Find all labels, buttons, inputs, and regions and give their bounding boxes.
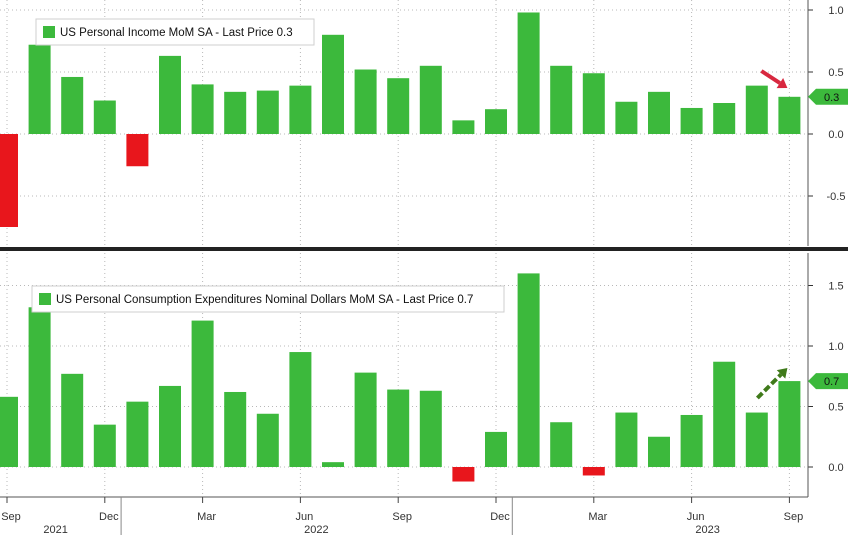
bar xyxy=(778,96,801,134)
annotation-arrow-shaft xyxy=(760,69,781,85)
last-value-label: 0.3 xyxy=(824,92,839,104)
bar xyxy=(126,134,149,167)
bar xyxy=(648,91,670,134)
bar xyxy=(419,390,442,467)
x-year-label: 2022 xyxy=(304,524,328,535)
bar xyxy=(713,103,736,134)
bar xyxy=(550,65,573,134)
x-month-label: Jun xyxy=(687,511,705,523)
x-month-label: Sep xyxy=(784,511,804,523)
bar xyxy=(28,307,51,467)
bar xyxy=(191,84,214,134)
legend-box xyxy=(35,18,315,46)
bar xyxy=(0,134,18,227)
bar xyxy=(517,273,540,467)
bar xyxy=(713,361,736,467)
panel-2: 1.5 1.0 0.5 0.0 0.7 US Personal Consumption E… xyxy=(0,253,848,497)
x-month-label: Mar xyxy=(588,511,607,523)
bar xyxy=(256,413,279,467)
y-tick-label: 1.0 xyxy=(828,5,843,17)
bar xyxy=(387,78,410,134)
y-tick-label: 0.5 xyxy=(828,402,843,414)
bar xyxy=(93,100,116,134)
annotation-arrowhead xyxy=(776,368,788,379)
y-tick-label: 1.5 xyxy=(828,281,843,293)
panel-separator xyxy=(0,247,848,251)
bar xyxy=(191,320,214,467)
bar xyxy=(485,109,507,134)
bar xyxy=(648,436,670,467)
x-month-label: Jun xyxy=(296,511,314,523)
y-tick-label: 0.0 xyxy=(828,462,843,474)
bar xyxy=(354,69,377,134)
bar xyxy=(224,391,247,467)
bar xyxy=(745,412,768,467)
x-month-label: Mar xyxy=(197,511,216,523)
bar xyxy=(322,462,344,467)
y-tick-label: 1.0 xyxy=(828,341,843,353)
last-value-badge xyxy=(808,88,848,105)
bar xyxy=(289,352,312,467)
bar xyxy=(322,34,344,134)
bar xyxy=(93,424,116,467)
bar xyxy=(289,85,312,134)
y-tick-label: 0.5 xyxy=(828,67,843,79)
legend-swatch xyxy=(39,293,51,305)
x-axis: Sep Dec Mar Jun Sep Dec Mar Jun Sep 2021 2022 2023 xyxy=(0,496,808,536)
legend-label: US Personal Consumption Expenditures Nom… xyxy=(56,294,473,306)
last-value-label: 0.7 xyxy=(824,376,839,388)
bar xyxy=(159,55,181,134)
y-tick-label: -0.5 xyxy=(827,191,846,203)
bar xyxy=(517,12,540,135)
bar xyxy=(61,373,84,467)
x-month-label: Sep xyxy=(1,511,21,523)
bar xyxy=(0,396,18,467)
annotation-arrowhead xyxy=(776,78,788,89)
bar xyxy=(582,73,605,134)
bar xyxy=(550,422,573,467)
legend-box xyxy=(31,285,505,313)
x-year-label: 2021 xyxy=(43,524,67,535)
x-month-label: Dec xyxy=(490,511,510,523)
x-month-label: Dec xyxy=(99,511,119,523)
last-value-badge xyxy=(808,373,848,390)
x-year-label: 2023 xyxy=(695,524,719,535)
bar xyxy=(680,107,703,134)
x-month-label: Sep xyxy=(392,511,412,523)
bar xyxy=(354,372,377,467)
bar xyxy=(680,414,703,467)
bar xyxy=(256,90,279,134)
bar xyxy=(224,91,247,134)
bar xyxy=(159,385,181,467)
legend-label: US Personal Income MoM SA - Last Price 0… xyxy=(60,27,293,39)
bar xyxy=(582,467,605,476)
bar xyxy=(485,431,507,467)
bar xyxy=(452,120,475,134)
annotation-arrow-shaft xyxy=(755,372,783,400)
legend-swatch xyxy=(43,26,55,38)
bar xyxy=(615,412,638,467)
bar xyxy=(61,76,84,134)
bar xyxy=(745,85,768,134)
panel-1: 1.0 0.5 0.0 -0.5 0.3 US Personal Income MoM S… xyxy=(0,0,848,246)
bar xyxy=(126,401,149,467)
bar xyxy=(778,381,801,467)
bar xyxy=(615,101,638,134)
bar xyxy=(452,467,475,482)
bar xyxy=(28,44,51,134)
y-tick-label: 0.0 xyxy=(828,129,843,141)
bar xyxy=(387,389,410,467)
bar xyxy=(419,65,442,134)
